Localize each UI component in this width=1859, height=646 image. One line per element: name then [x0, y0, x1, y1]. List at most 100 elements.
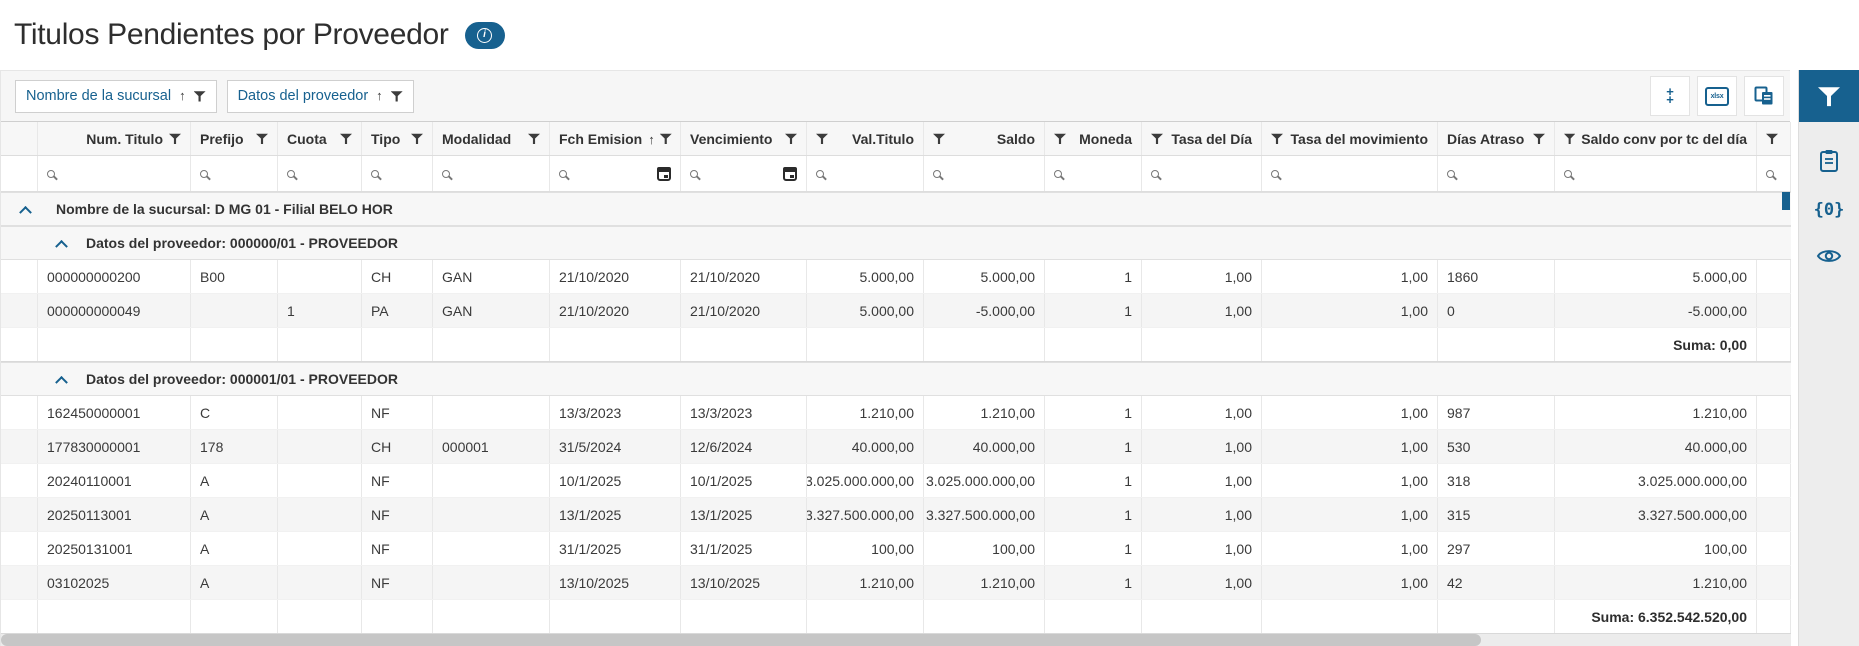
magnifier-icon[interactable]	[442, 169, 450, 178]
horizontal-scrollbar-thumb[interactable]	[1, 634, 1481, 646]
collapse-chevron-icon[interactable]	[55, 239, 68, 253]
table-row[interactable]: 000000000049 1 PA GAN 21/10/2020 21/10/2020 5.…	[1, 294, 1791, 328]
table-row[interactable]: 000000000200 B00 CH GAN 21/10/2020 21/10/2020…	[1, 260, 1791, 294]
table-row[interactable]: 20250113001 A NF 13/1/2025 13/1/2025 3.327.50…	[1, 498, 1791, 532]
expand-cell	[1, 532, 38, 565]
filter-cell-d-as-atraso[interactable]	[1438, 156, 1555, 191]
column-header-tasa-del-d-a[interactable]: Tasa del Día	[1142, 122, 1262, 155]
magnifier-icon[interactable]	[559, 169, 567, 178]
column-header-label: Fch Emision	[559, 130, 643, 147]
column-header-cuota[interactable]: Cuota	[278, 122, 362, 155]
filter-cell-num-titulo[interactable]	[38, 156, 191, 191]
funnel-icon[interactable]	[785, 133, 797, 145]
group-chip-proveedor[interactable]: Datos del proveedor	[226, 79, 414, 113]
filter-cell-saldo-conv-por-tc-del-d-a[interactable]	[1555, 156, 1757, 191]
funnel-icon[interactable]	[1564, 133, 1576, 145]
cell-tasa-del-movimiento: 1,00	[1262, 532, 1438, 565]
column-header-tasa-del-movimiento[interactable]: Tasa del movimiento	[1262, 122, 1438, 155]
cell-saldo: 40.000,00	[924, 430, 1045, 463]
magnifier-icon[interactable]	[690, 169, 698, 178]
group-row-proveedor[interactable]: Datos del proveedor: 000001/01 - PROVEED…	[1, 362, 1791, 396]
filter-panel-toggle[interactable]	[1798, 70, 1859, 122]
magnifier-icon[interactable]	[371, 169, 379, 178]
column-header-modalidad[interactable]: Modalidad	[433, 122, 550, 155]
filter-cell-fch-emision[interactable]	[550, 156, 681, 191]
column-header-vencimiento[interactable]: Vencimiento	[681, 122, 807, 155]
table-row[interactable]: 03102025 A NF 13/10/2025 13/10/2025 1.210,00 1…	[1, 566, 1791, 600]
cell-modalidad	[433, 532, 550, 565]
funnel-icon[interactable]	[816, 133, 828, 145]
summary-cell-tasa-del-d-a	[1142, 328, 1262, 361]
clipboard-panel-toggle[interactable]	[1818, 149, 1840, 173]
funnel-icon[interactable]	[528, 133, 540, 145]
funnel-icon[interactable]	[411, 133, 423, 145]
group-row-proveedor[interactable]: Datos del proveedor: 000000/01 - PROVEED…	[1, 226, 1791, 260]
magnifier-icon[interactable]	[200, 169, 208, 178]
calendar-icon[interactable]	[657, 166, 671, 181]
expand-collapse-all-button[interactable]: + +	[1650, 76, 1690, 116]
column-header-moneda[interactable]: Moneda	[1045, 122, 1142, 155]
magnifier-icon[interactable]	[287, 169, 295, 178]
table-row[interactable]: 177830000001 178 CH 000001 31/5/2024 12/6/202…	[1, 430, 1791, 464]
filter-cell-col[interactable]	[1757, 156, 1791, 191]
magnifier-icon[interactable]	[1766, 169, 1774, 178]
funnel-icon[interactable]	[1533, 133, 1545, 145]
magnifier-icon[interactable]	[1054, 169, 1062, 178]
column-header-tipo[interactable]: Tipo	[362, 122, 433, 155]
collapse-chevron-icon[interactable]	[55, 375, 68, 389]
filter-cell-tipo[interactable]	[362, 156, 433, 191]
collapse-chevron-icon[interactable]	[19, 205, 32, 219]
column-header-d-as-atraso[interactable]: Días Atraso	[1438, 122, 1555, 155]
magnifier-icon[interactable]	[1564, 169, 1572, 178]
column-header-val-titulo[interactable]: Val.Titulo	[807, 122, 924, 155]
funnel-icon[interactable]	[390, 91, 403, 102]
vertical-scrollbar-thumb[interactable]	[1782, 192, 1790, 210]
funnel-icon[interactable]	[340, 133, 352, 145]
funnel-icon[interactable]	[659, 133, 672, 145]
funnel-icon[interactable]	[933, 133, 945, 145]
funnel-icon[interactable]	[1766, 133, 1778, 145]
funnel-icon[interactable]	[1151, 133, 1163, 145]
summary-cell-cuota	[278, 328, 362, 361]
filter-cell-tasa-del-movimiento[interactable]	[1262, 156, 1438, 191]
filter-cell-tasa-del-d-a[interactable]	[1142, 156, 1262, 191]
column-header-prefijo[interactable]: Prefijo	[191, 122, 278, 155]
column-header-label: Moneda	[1079, 130, 1132, 147]
column-header-num-titulo[interactable]: Num. Titulo	[38, 122, 191, 155]
column-header-fch-emision[interactable]: Fch Emision	[550, 122, 681, 155]
calendar-icon[interactable]	[783, 166, 797, 181]
magnifier-icon[interactable]	[1151, 169, 1159, 178]
parameters-panel-toggle[interactable]: {0}	[1814, 200, 1845, 220]
funnel-icon[interactable]	[169, 133, 181, 145]
magnifier-icon[interactable]	[933, 169, 941, 178]
funnel-icon[interactable]	[1271, 133, 1283, 145]
magnifier-icon[interactable]	[816, 169, 824, 178]
magnifier-icon[interactable]	[1271, 169, 1279, 178]
filter-cell-prefijo[interactable]	[191, 156, 278, 191]
table-row[interactable]: 20240110001 A NF 10/1/2025 10/1/2025 3.025.00…	[1, 464, 1791, 498]
table-row[interactable]: 162450000001 C NF 13/3/2023 13/3/2023 1.210,0…	[1, 396, 1791, 430]
funnel-icon[interactable]	[256, 133, 268, 145]
info-button[interactable]: i	[464, 21, 505, 49]
magnifier-icon[interactable]	[1447, 169, 1455, 178]
filter-cell-cuota[interactable]	[278, 156, 362, 191]
group-row-sucursal[interactable]: Nombre de la sucursal: D MG 01 - Filial …	[1, 192, 1791, 226]
magnifier-icon[interactable]	[47, 169, 55, 178]
column-chooser-button[interactable]	[1744, 76, 1784, 116]
funnel-icon[interactable]	[1054, 133, 1066, 145]
filter-cell-saldo[interactable]	[924, 156, 1045, 191]
horizontal-scrollbar[interactable]	[1, 634, 1791, 646]
cell-d-as-atraso: 318	[1438, 464, 1555, 497]
preview-panel-toggle[interactable]	[1816, 247, 1842, 265]
filter-cell-vencimiento[interactable]	[681, 156, 807, 191]
table-row[interactable]: 20250131001 A NF 31/1/2025 31/1/2025 100,00 10…	[1, 532, 1791, 566]
funnel-icon[interactable]	[193, 91, 206, 102]
filter-cell-moneda[interactable]	[1045, 156, 1142, 191]
group-chip-sucursal[interactable]: Nombre de la sucursal	[15, 79, 217, 113]
column-header-saldo[interactable]: Saldo	[924, 122, 1045, 155]
export-xlsx-button[interactable]: xlsx	[1697, 76, 1737, 116]
column-header-col[interactable]	[1757, 122, 1791, 155]
filter-cell-val-titulo[interactable]	[807, 156, 924, 191]
column-header-saldo-conv-por-tc-del-d-a[interactable]: Saldo conv por tc del día	[1555, 122, 1757, 155]
filter-cell-modalidad[interactable]	[433, 156, 550, 191]
